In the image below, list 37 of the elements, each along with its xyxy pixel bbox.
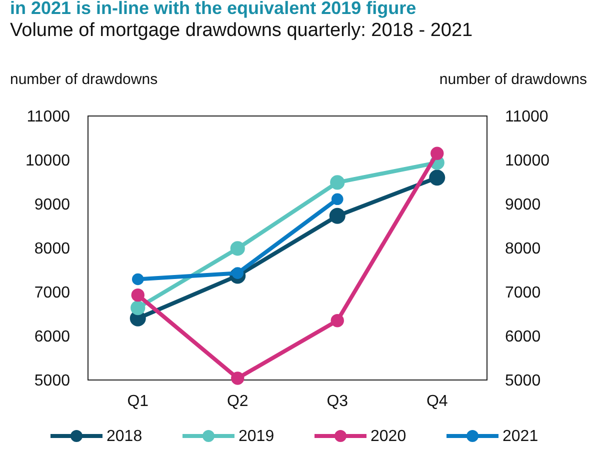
y2-axis-title: number of drawdowns (439, 71, 587, 88)
y-tick-label: 10000 (26, 152, 70, 170)
y2-tick-label: 11000 (505, 108, 548, 126)
y-tick-label: 5000 (34, 372, 70, 390)
y-tick-label: 9000 (34, 196, 70, 214)
chart-title: in 2021 is in-line with the equivalent 2019 figure (10, 0, 416, 18)
y2-tick-label: 5000 (505, 372, 541, 390)
point (231, 372, 244, 385)
point (430, 146, 444, 160)
y-tick-label: 7000 (34, 284, 70, 302)
y2-tick-label: 10000 (505, 152, 550, 170)
x-tick-label: Q3 (326, 393, 348, 410)
point (429, 170, 446, 186)
point (330, 314, 344, 328)
point (329, 208, 346, 224)
point (331, 193, 344, 206)
legend-label: 2021 (502, 428, 538, 445)
y2-tick-label: 7000 (505, 284, 541, 302)
y-axis-title: number of drawdowns (10, 71, 158, 88)
y-tick-label: 8000 (34, 240, 70, 258)
legend-label: 2018 (106, 428, 142, 445)
x-tick-label: Q1 (127, 393, 149, 410)
y2-tick-label: 9000 (505, 196, 541, 214)
point (131, 288, 144, 302)
legend-label: 2019 (238, 428, 274, 445)
legend-label: 2020 (370, 428, 406, 445)
point (130, 300, 146, 316)
y-tick-label: 6000 (34, 328, 70, 346)
x-tick-label: Q4 (426, 393, 448, 410)
x-tick-label: Q2 (226, 393, 248, 410)
point (132, 273, 144, 286)
chart-subtitle: Volume of mortgage drawdowns quarterly: 2018 - 2021 (10, 20, 473, 41)
y-tick-label: 11000 (26, 108, 70, 126)
point (230, 241, 245, 256)
y2-tick-label: 6000 (505, 328, 541, 346)
y2-tick-label: 8000 (505, 240, 541, 258)
point (330, 175, 345, 190)
